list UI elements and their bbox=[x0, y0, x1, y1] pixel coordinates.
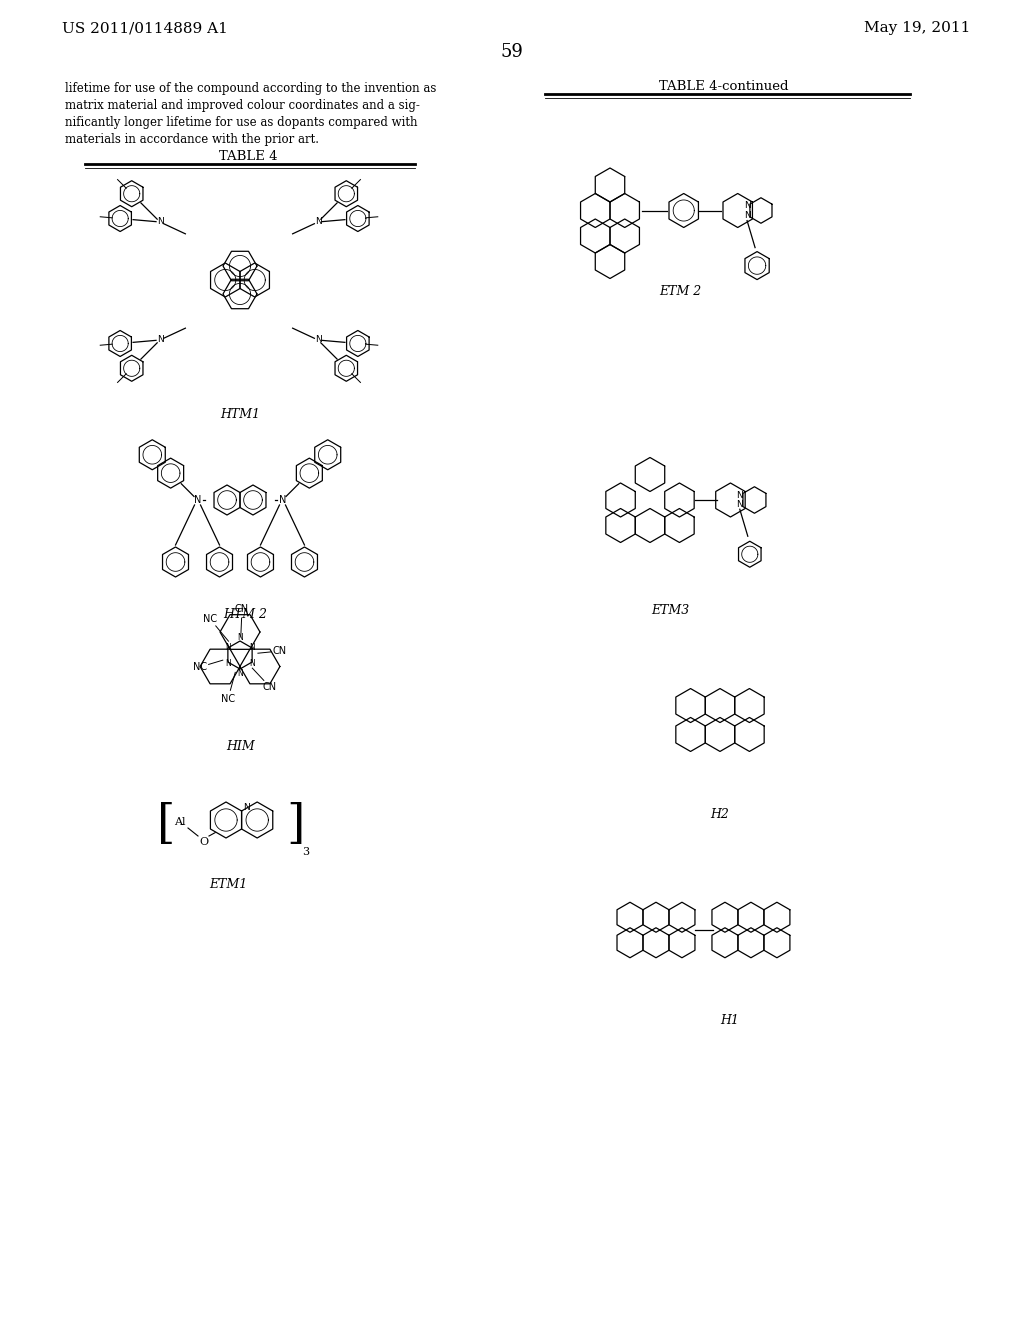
Text: N: N bbox=[743, 211, 751, 220]
Text: N: N bbox=[244, 804, 250, 813]
Text: ETM1: ETM1 bbox=[209, 879, 247, 891]
Text: H1: H1 bbox=[721, 1014, 739, 1027]
Text: NC: NC bbox=[221, 694, 236, 704]
Text: NC: NC bbox=[203, 614, 217, 624]
Text: N: N bbox=[238, 632, 243, 642]
Text: [: [ bbox=[157, 803, 175, 847]
Text: HIM: HIM bbox=[225, 741, 254, 754]
Text: TABLE 4-continued: TABLE 4-continued bbox=[659, 81, 788, 94]
Text: N: N bbox=[157, 335, 164, 345]
Text: HTM 2: HTM 2 bbox=[223, 609, 267, 622]
Text: N: N bbox=[314, 335, 322, 345]
Text: N: N bbox=[238, 668, 243, 677]
Text: May 19, 2011: May 19, 2011 bbox=[863, 21, 970, 36]
Text: materials in accordance with the prior art.: materials in accordance with the prior a… bbox=[65, 133, 319, 147]
Text: HTM1: HTM1 bbox=[220, 408, 260, 421]
Text: 59: 59 bbox=[501, 44, 523, 61]
Text: ]: ] bbox=[287, 803, 305, 847]
Text: H2: H2 bbox=[711, 808, 729, 821]
Text: TABLE 4: TABLE 4 bbox=[219, 150, 278, 164]
Text: N: N bbox=[249, 659, 255, 668]
Text: NC: NC bbox=[193, 663, 207, 672]
Text: O: O bbox=[200, 837, 209, 847]
Text: N: N bbox=[314, 218, 322, 227]
Text: matrix material and improved colour coordinates and a sig-: matrix material and improved colour coor… bbox=[65, 99, 420, 112]
Text: Al: Al bbox=[174, 817, 185, 828]
Text: ETM3: ETM3 bbox=[651, 603, 689, 616]
Text: N: N bbox=[249, 643, 255, 652]
Text: CN: CN bbox=[234, 605, 249, 614]
Text: nificantly longer lifetime for use as dopants compared with: nificantly longer lifetime for use as do… bbox=[65, 116, 418, 129]
Text: 3: 3 bbox=[302, 847, 309, 857]
Text: N: N bbox=[194, 495, 201, 506]
Text: N: N bbox=[736, 500, 743, 508]
Text: N: N bbox=[279, 495, 286, 506]
Text: CN: CN bbox=[273, 645, 287, 656]
Text: N: N bbox=[225, 643, 230, 652]
Text: N: N bbox=[225, 659, 230, 668]
Text: N: N bbox=[157, 218, 164, 227]
Text: N: N bbox=[743, 201, 751, 210]
Text: US 2011/0114889 A1: US 2011/0114889 A1 bbox=[62, 21, 228, 36]
Text: CN: CN bbox=[263, 682, 278, 692]
Text: ETM 2: ETM 2 bbox=[658, 285, 701, 298]
Text: N: N bbox=[736, 491, 743, 500]
Text: lifetime for use of the compound according to the invention as: lifetime for use of the compound accordi… bbox=[65, 82, 436, 95]
